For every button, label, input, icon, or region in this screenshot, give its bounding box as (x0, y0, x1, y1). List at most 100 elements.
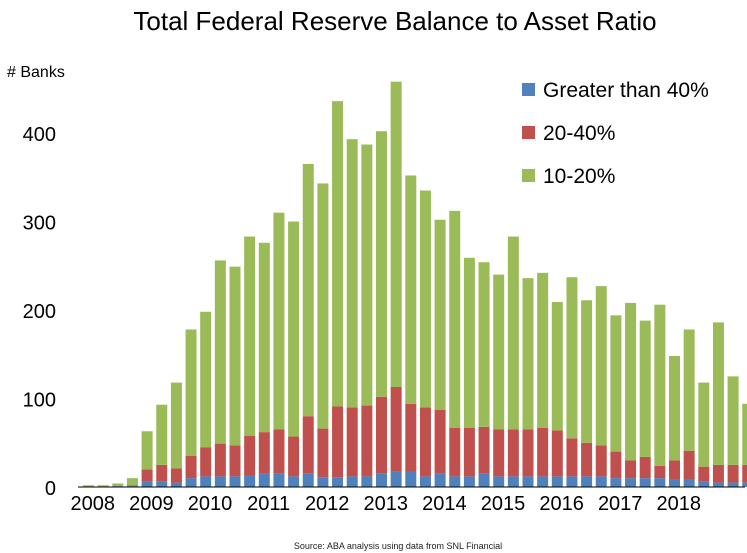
bar-segment-series-0 (258, 473, 270, 487)
bar-segment-series-2 (493, 274, 505, 430)
y-axis-label: # Banks (7, 64, 65, 81)
bar-segment-series-2 (434, 219, 446, 410)
bar-segment-series-0 (537, 476, 549, 487)
bar-segment-series-1 (478, 426, 490, 474)
bar-segment-series-1 (229, 445, 241, 477)
bar-segment-series-1 (302, 416, 314, 474)
bar-segment-series-2 (288, 221, 300, 437)
bar-segment-series-0 (229, 476, 241, 487)
bar-segment-series-0 (273, 473, 285, 487)
bar-segment-series-1 (390, 387, 402, 472)
bar-segment-series-2 (112, 483, 124, 487)
bar-segment-series-2 (390, 81, 402, 387)
bar-segment-series-1 (376, 396, 387, 474)
bar-segment-series-2 (361, 144, 373, 406)
bar-segment-series-2 (229, 266, 241, 446)
legend: Greater than 40% 20-40% 10-20% (522, 79, 709, 188)
bar-segment-series-0 (742, 482, 747, 487)
bar-segment-series-0 (639, 478, 651, 487)
bar-segment-series-1 (537, 427, 549, 477)
x-tick-label: 2016 (539, 493, 584, 515)
x-tick-label: 2013 (364, 493, 409, 515)
bar-segment-series-1 (463, 427, 475, 477)
bar-segment-series-0 (332, 477, 344, 487)
bar-segment-series-0 (288, 476, 300, 487)
legend-swatch (522, 83, 535, 96)
bar-segment-series-0 (610, 478, 622, 487)
bar-segment-series-1 (669, 460, 680, 480)
bar-segment-series-2 (551, 302, 563, 431)
legend-label: Greater than 40% (543, 79, 709, 102)
bar-segment-series-0 (317, 477, 329, 487)
bar-segment-series-1 (698, 466, 710, 482)
bar-segment-series-0 (669, 479, 680, 487)
bar-segment-series-1 (449, 427, 461, 477)
x-tick-label: 2012 (305, 493, 350, 515)
bar-segment-series-0 (478, 473, 490, 487)
bar-segment-series-2 (258, 242, 270, 433)
bar-segment-series-2 (376, 131, 387, 397)
bar-segment-series-1 (185, 456, 197, 479)
x-tick-label: 2009 (129, 493, 174, 515)
x-tick-label: 2018 (657, 493, 702, 515)
bar-segment-series-1 (639, 456, 651, 479)
bar-segment-series-2 (507, 236, 519, 430)
source-note: Source: ABA analysis using data from SNL… (294, 541, 502, 551)
y-tick-label: 100 (23, 390, 56, 412)
bar-segment-series-1 (434, 410, 446, 474)
y-axis: 0 100 200 300 400 (23, 124, 56, 500)
bar-segment-series-2 (478, 262, 490, 427)
bar-segment-series-1 (361, 405, 373, 477)
bar-segment-series-0 (405, 471, 417, 487)
y-tick-label: 300 (23, 213, 56, 235)
bar-segment-series-2 (317, 183, 329, 429)
bar-segment-series-1 (581, 442, 593, 477)
bar-segment-series-2 (654, 304, 666, 466)
bar-segment-series-1 (170, 468, 182, 483)
bar-segment-series-0 (419, 476, 431, 487)
x-axis: 2008 2009 2010 2011 2012 2013 2014 2015 2016 2017… (71, 493, 702, 515)
bar-segment-series-1 (595, 445, 607, 477)
bar-segment-series-2 (419, 190, 431, 408)
y-tick-label: 200 (23, 301, 56, 323)
bar-segment-series-1 (654, 465, 666, 479)
bar-segment-series-1 (683, 450, 695, 480)
bar-segment-series-0 (302, 473, 314, 487)
bar-segment-series-0 (214, 476, 226, 487)
bar-segment-series-1 (610, 451, 622, 479)
plot-area (83, 81, 747, 487)
bar-segment-series-0 (361, 476, 373, 487)
bar-segment-series-0 (170, 482, 182, 487)
bar-segment-series-0 (522, 476, 534, 487)
bar-segment-series-2 (83, 485, 94, 487)
bar-segment-series-0 (654, 478, 666, 487)
bar-segment-series-1 (141, 469, 153, 482)
bar-segment-series-2 (463, 257, 475, 428)
bar-segment-series-0 (376, 473, 387, 487)
bar-segment-series-1 (200, 447, 212, 477)
chart-title: Total Federal Reserve Balance to Asset R… (133, 6, 656, 36)
x-tick-label: 2014 (422, 493, 467, 515)
bar-segment-series-2 (566, 277, 578, 439)
bar-segment-series-1 (126, 485, 138, 487)
bar-segment-series-0 (390, 471, 402, 487)
bar-segment-series-2 (683, 329, 695, 451)
bar-segment-series-1 (419, 407, 431, 477)
bar-segment-series-1 (244, 435, 256, 476)
bar-segment-series-1 (727, 464, 739, 483)
bar-segment-series-2 (712, 322, 724, 465)
bar-segment-series-2 (639, 320, 651, 457)
y-tick-label: 0 (45, 478, 56, 500)
bar-segment-series-2 (727, 376, 739, 465)
legend-label: 20-40% (543, 122, 615, 145)
bar-segment-series-2 (302, 163, 314, 417)
bar-segment-series-2 (610, 315, 622, 452)
bar-segment-series-2 (170, 382, 182, 469)
bar-segment-series-1 (625, 460, 637, 479)
bar-segment-series-2 (97, 485, 109, 487)
bar-segment-series-2 (244, 236, 256, 436)
bar-segment-series-1 (405, 403, 417, 472)
bar-segment-series-1 (493, 429, 505, 477)
bar-segment-series-0 (449, 476, 461, 487)
